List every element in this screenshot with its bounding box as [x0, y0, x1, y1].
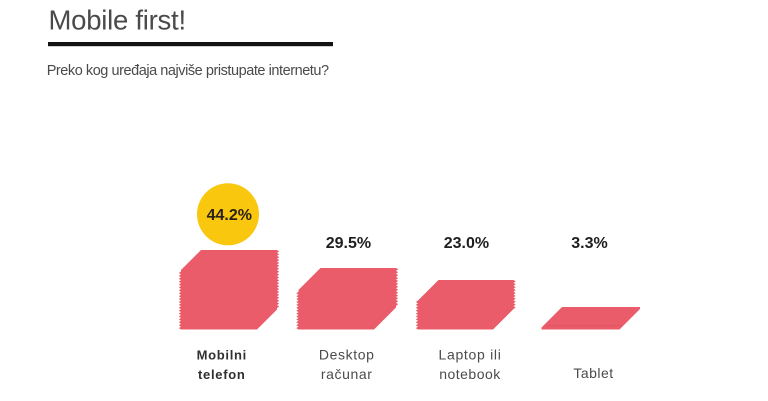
svg-text:telefon: telefon: [198, 367, 246, 382]
svg-text:Laptop ili: Laptop ili: [438, 347, 501, 363]
svg-text:3.3%: 3.3%: [571, 235, 607, 252]
svg-text:23.0%: 23.0%: [444, 235, 489, 252]
svg-text:Mobile first!: Mobile first!: [49, 5, 186, 36]
svg-text:29.5%: 29.5%: [326, 235, 371, 252]
svg-text:44.2%: 44.2%: [207, 207, 252, 224]
svg-text:Desktop: Desktop: [319, 347, 375, 363]
svg-text:Tablet: Tablet: [573, 365, 613, 381]
svg-text:notebook: notebook: [439, 366, 501, 382]
svg-text:Preko kog uređaja najviše pris: Preko kog uređaja najviše pristupate int…: [47, 63, 329, 79]
svg-text:Mobilni: Mobilni: [197, 348, 247, 363]
svg-text:računar: računar: [321, 366, 373, 382]
